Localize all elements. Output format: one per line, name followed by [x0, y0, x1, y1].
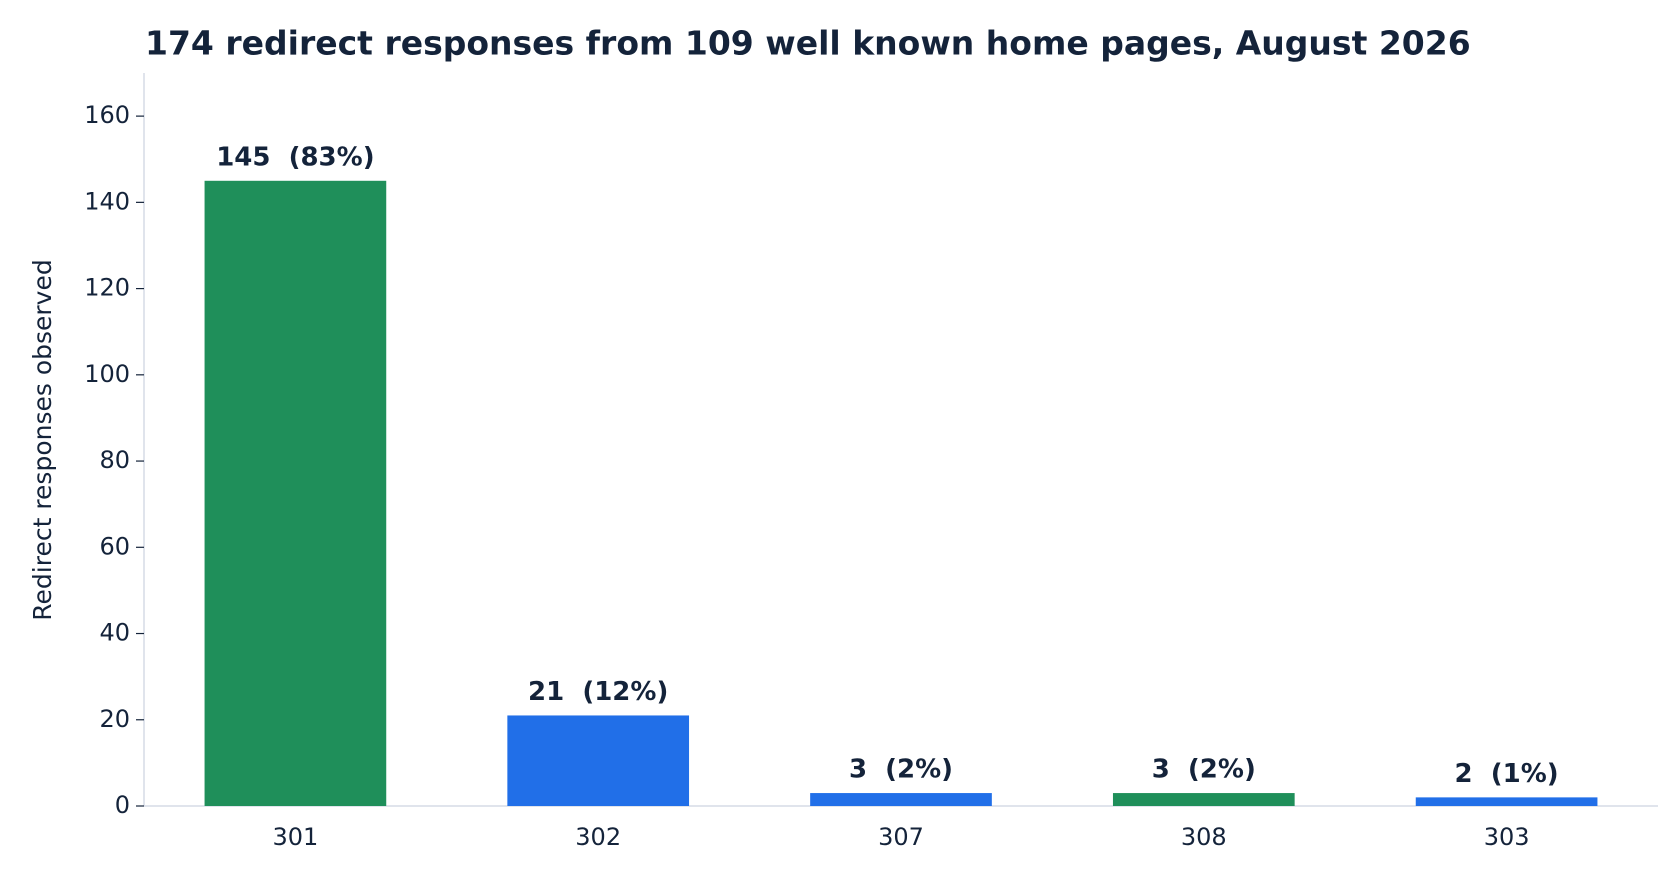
bar: [1112, 793, 1295, 806]
y-axis-label: Redirect responses observed: [28, 259, 57, 620]
x-tick-label: 307: [878, 823, 924, 851]
data-label: 3 (2%): [849, 755, 953, 785]
y-tick-label: 60: [99, 532, 130, 560]
bar: [1415, 797, 1598, 806]
y-tick-label: 160: [84, 101, 130, 129]
x-tick-label: 301: [272, 823, 318, 851]
data-label: 3 (2%): [1152, 755, 1256, 785]
bar: [810, 793, 992, 806]
bar: [507, 715, 690, 806]
y-tick-label: 80: [99, 446, 130, 474]
data-label: 21 (12%): [528, 677, 668, 707]
bar: [204, 180, 387, 806]
data-label: 2 (1%): [1455, 759, 1559, 789]
x-tick-label: 303: [1484, 823, 1530, 851]
y-tick-label: 0: [115, 791, 130, 819]
y-tick-label: 40: [99, 619, 130, 647]
x-tick-label: 308: [1181, 823, 1227, 851]
data-label: 145 (83%): [216, 142, 374, 172]
y-tick-label: 140: [84, 187, 130, 215]
x-tick-label: 302: [575, 823, 621, 851]
y-tick-label: 120: [84, 274, 130, 302]
chart-title: 174 redirect responses from 109 well kno…: [145, 24, 1471, 63]
y-tick-label: 100: [84, 360, 130, 388]
y-tick-label: 20: [99, 705, 130, 733]
